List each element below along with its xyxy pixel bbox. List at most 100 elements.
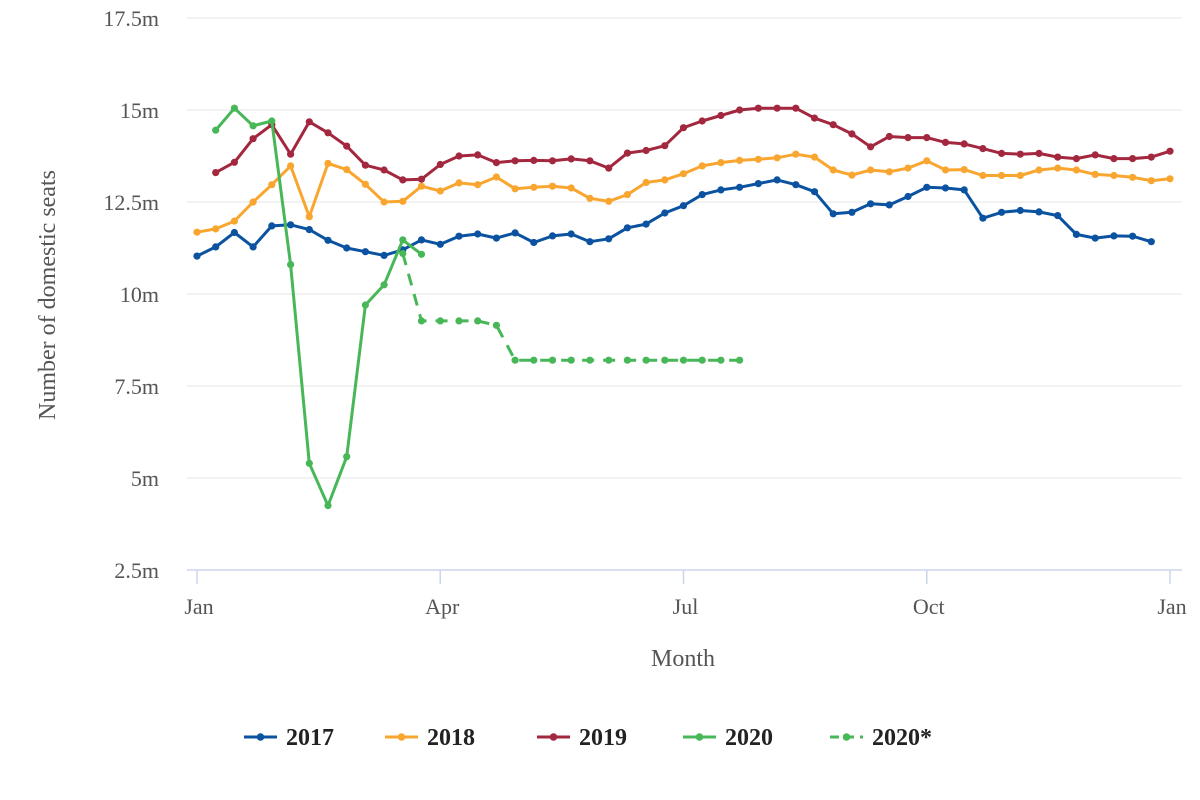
x-tick-label: Apr [425, 594, 460, 619]
data-point [530, 183, 538, 191]
data-point [885, 201, 893, 209]
data-point [754, 104, 762, 112]
data-point [717, 159, 725, 167]
data-point [661, 209, 669, 217]
data-point [305, 213, 313, 221]
data-point [380, 281, 388, 289]
data-point [923, 134, 931, 142]
legend-label: 2020* [872, 725, 932, 751]
data-point [1166, 147, 1174, 155]
legend-item[interactable]: 2018 [385, 725, 475, 751]
legend-label: 2020 [725, 725, 773, 751]
data-point [287, 261, 295, 269]
data-point [923, 157, 931, 165]
data-point [530, 356, 538, 364]
y-tick-label: 12.5m [103, 190, 159, 215]
data-point [268, 181, 276, 189]
data-point [960, 166, 968, 174]
data-point [736, 356, 744, 364]
data-point [736, 106, 744, 114]
data-point [848, 208, 856, 216]
legend-label: 2019 [579, 725, 627, 751]
data-point [492, 173, 500, 181]
data-point [885, 132, 893, 141]
legend-marker [549, 733, 558, 741]
data-point [1035, 208, 1043, 216]
data-point [343, 244, 351, 252]
data-point [960, 140, 968, 148]
data-point [417, 182, 426, 190]
data-point [904, 192, 912, 201]
data-point [567, 155, 575, 163]
data-point [1166, 175, 1174, 183]
data-point [829, 121, 837, 129]
data-point [642, 356, 650, 364]
y-tick-label: 7.5m [114, 374, 159, 399]
legend-item[interactable]: 2019 [537, 725, 627, 751]
data-point [343, 142, 351, 150]
y-tick-label: 15m [120, 98, 159, 123]
y-tick-label: 2.5m [114, 558, 159, 583]
data-point [567, 356, 575, 364]
data-point [455, 317, 463, 325]
data-point [287, 162, 295, 170]
data-point [998, 171, 1006, 180]
data-point [1072, 166, 1080, 174]
data-point [417, 175, 426, 183]
data-point [492, 234, 500, 242]
x-axis-tick-labels: Jan Apr Jul Oct Jan [184, 594, 1186, 619]
data-point [848, 130, 856, 138]
data-point [511, 185, 519, 193]
data-point [941, 184, 950, 192]
data-point [436, 160, 444, 169]
legend-item[interactable]: 2020 [683, 725, 773, 751]
data-point [1110, 155, 1118, 163]
data-point [230, 217, 238, 225]
data-point [679, 202, 688, 210]
data-point [867, 200, 875, 208]
data-point [474, 317, 482, 325]
data-point [810, 114, 819, 122]
data-point [1147, 153, 1155, 161]
data-point [305, 226, 313, 234]
data-point [623, 149, 632, 157]
data-point [343, 453, 351, 461]
data-point [586, 356, 594, 364]
legend-label: 2017 [286, 725, 334, 751]
series-lines [193, 104, 1174, 510]
data-point [474, 230, 482, 238]
data-point [586, 238, 594, 246]
data-point [679, 356, 688, 364]
data-point [1072, 230, 1080, 238]
data-point [848, 171, 856, 179]
data-point [399, 176, 407, 184]
data-point [605, 164, 613, 172]
data-point [380, 166, 388, 174]
data-point [623, 356, 632, 364]
data-point [792, 181, 800, 189]
legend-item[interactable]: 2020* [830, 725, 932, 751]
data-point [1016, 150, 1024, 158]
data-point [736, 183, 744, 191]
data-point [623, 224, 632, 232]
series-2020 [212, 104, 426, 510]
data-point [212, 243, 220, 251]
data-point [1129, 173, 1137, 181]
data-point [1035, 149, 1043, 157]
legend-item[interactable]: 2017 [244, 725, 334, 751]
data-point [305, 459, 313, 467]
series-2020-projected [399, 249, 744, 364]
data-point [1072, 155, 1080, 163]
data-point [399, 236, 407, 244]
data-point [1091, 234, 1099, 242]
data-point [754, 180, 762, 188]
data-point [548, 232, 557, 240]
x-tick-label: Oct [913, 594, 945, 619]
data-point [941, 138, 950, 146]
data-point [979, 171, 987, 180]
data-point [698, 356, 706, 364]
data-point [455, 179, 463, 187]
data-point [829, 166, 837, 174]
x-axis [187, 569, 1182, 584]
